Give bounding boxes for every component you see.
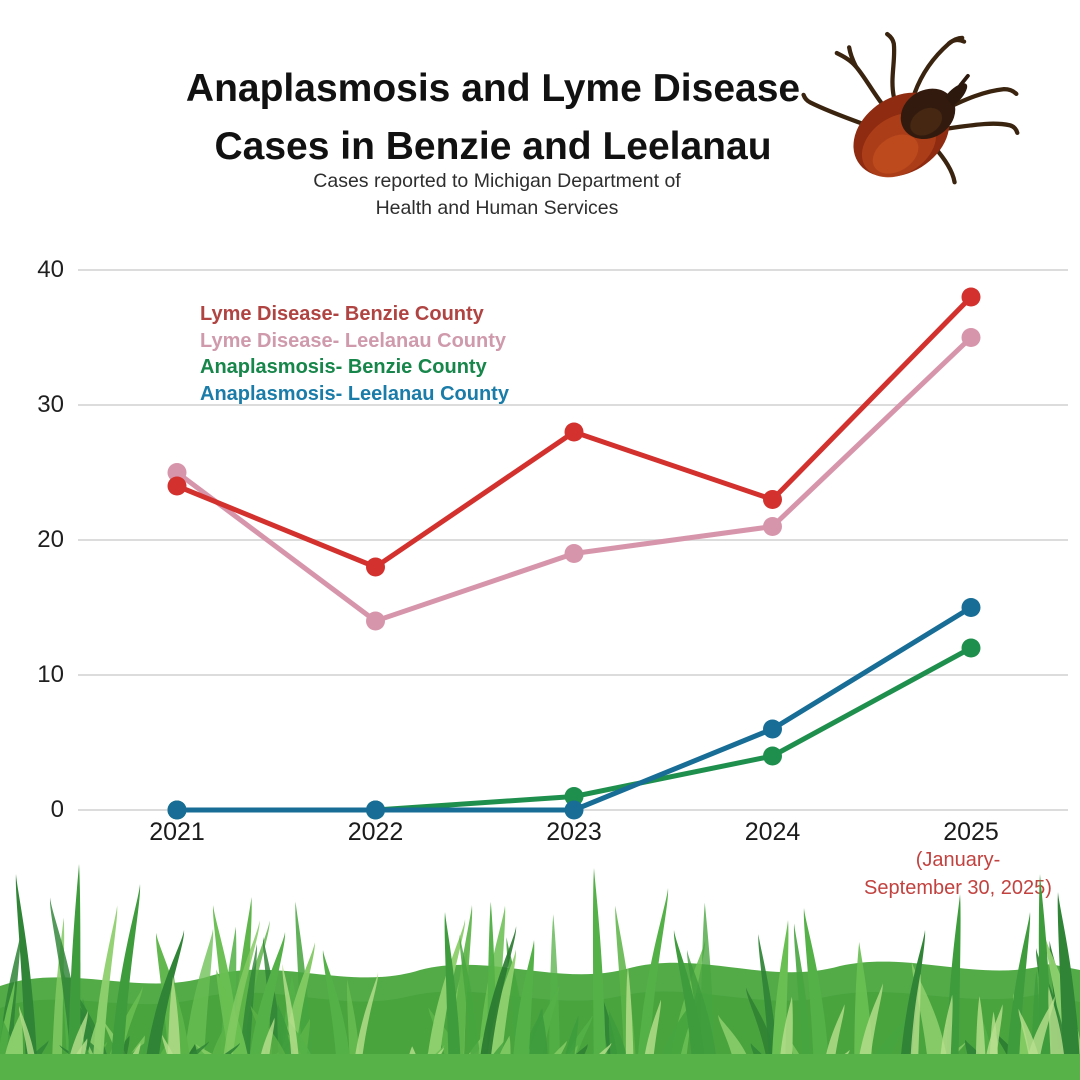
x-tick-label: 2025 bbox=[943, 818, 999, 846]
x-tick-label: 2021 bbox=[149, 818, 205, 846]
grass-image bbox=[0, 858, 1080, 1080]
deer-tick-icon bbox=[801, 31, 1020, 185]
y-tick-label: 10 bbox=[37, 661, 64, 688]
tick-image bbox=[795, 26, 1023, 196]
legend-item: Anaplasmosis- Benzie County bbox=[200, 356, 487, 378]
x-tick-label: 2022 bbox=[347, 818, 404, 846]
grass-illustration bbox=[0, 864, 1080, 1080]
date-note-line2: September 30, 2025) bbox=[864, 877, 1052, 899]
date-range-note: (January- September 30, 2025) bbox=[828, 846, 1080, 902]
legend-item: Lyme Disease- Leelanau County bbox=[200, 329, 507, 352]
y-tick-label: 20 bbox=[37, 526, 64, 553]
date-note-line1: (January- bbox=[915, 849, 1001, 871]
x-tick-label: 2023 bbox=[546, 818, 602, 846]
legend-item: Anaplasmosis- Leelanau County bbox=[200, 382, 509, 405]
y-tick-label: 0 bbox=[50, 796, 64, 823]
y-tick-label: 40 bbox=[37, 256, 64, 283]
page-title: Anaplasmosis and Lyme Disease Cases in B… bbox=[185, 67, 801, 169]
page-subtitle: Cases reported to Michigan Department of… bbox=[313, 170, 681, 219]
y-tick-label: 30 bbox=[37, 391, 64, 418]
chart-legend: Lyme Disease- Benzie County Lyme Disease-… bbox=[200, 301, 540, 407]
legend-item: Lyme Disease- Benzie County bbox=[200, 303, 484, 325]
x-tick-label: 2024 bbox=[744, 818, 801, 846]
